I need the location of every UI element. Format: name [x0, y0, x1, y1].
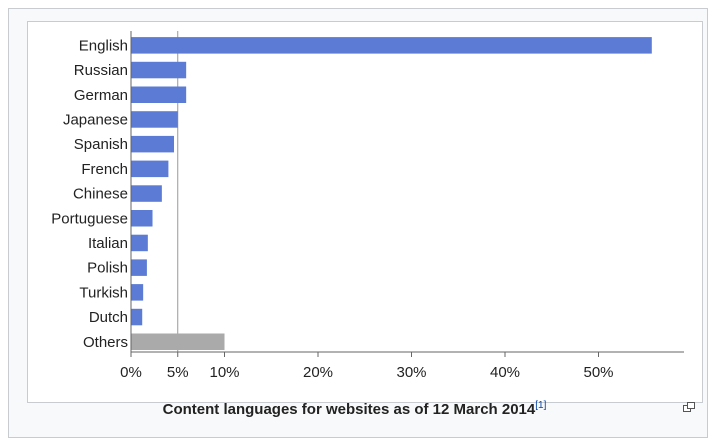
x-tick-label: 50%	[583, 364, 613, 381]
category-label-dutch: Dutch	[89, 309, 128, 326]
category-label-italian: Italian	[88, 235, 128, 252]
category-label-turkish: Turkish	[79, 284, 128, 301]
figure-caption: Content languages for websites as of 12 …	[0, 400, 709, 418]
reference-link[interactable]: [1]	[535, 400, 547, 411]
category-label-english: English	[79, 37, 128, 54]
x-tick-label: 5%	[167, 364, 189, 381]
bar-italian	[131, 234, 148, 252]
bar-polish	[131, 259, 147, 276]
x-tick-label: 10%	[209, 364, 239, 381]
bar-german	[131, 86, 187, 103]
x-tick-label: 40%	[490, 364, 520, 381]
x-tick-label: 30%	[396, 364, 426, 381]
bar-dutch	[131, 308, 143, 326]
category-label-portuguese: Portuguese	[51, 210, 128, 227]
category-label-russian: Russian	[74, 62, 128, 79]
x-tick-label: 0%	[120, 364, 142, 381]
category-label-others: Others	[83, 334, 128, 351]
bar-chart: English Russian German Japanese Spanish Frenc…	[51, 31, 684, 381]
category-label-chinese: Chinese	[73, 186, 128, 203]
bar-french	[131, 160, 169, 178]
bar-russian	[131, 61, 187, 79]
category-label-polish: Polish	[87, 260, 128, 277]
caption-text: Content languages for websites as of 12 …	[162, 401, 536, 418]
bar-chinese	[131, 185, 162, 202]
bar-others	[131, 333, 225, 350]
bar-turkish	[131, 284, 144, 301]
bar-japanese	[131, 111, 178, 128]
bar-english	[131, 37, 652, 54]
category-label-french: French	[81, 161, 128, 178]
x-tick-label: 20%	[303, 364, 333, 381]
bar-spanish	[131, 135, 175, 153]
bar-portuguese	[131, 210, 153, 227]
enlarge-icon[interactable]	[683, 402, 695, 412]
category-label-spanish: Spanish	[74, 136, 128, 153]
category-label-german: German	[74, 87, 128, 104]
category-label-japanese: Japanese	[63, 111, 128, 128]
